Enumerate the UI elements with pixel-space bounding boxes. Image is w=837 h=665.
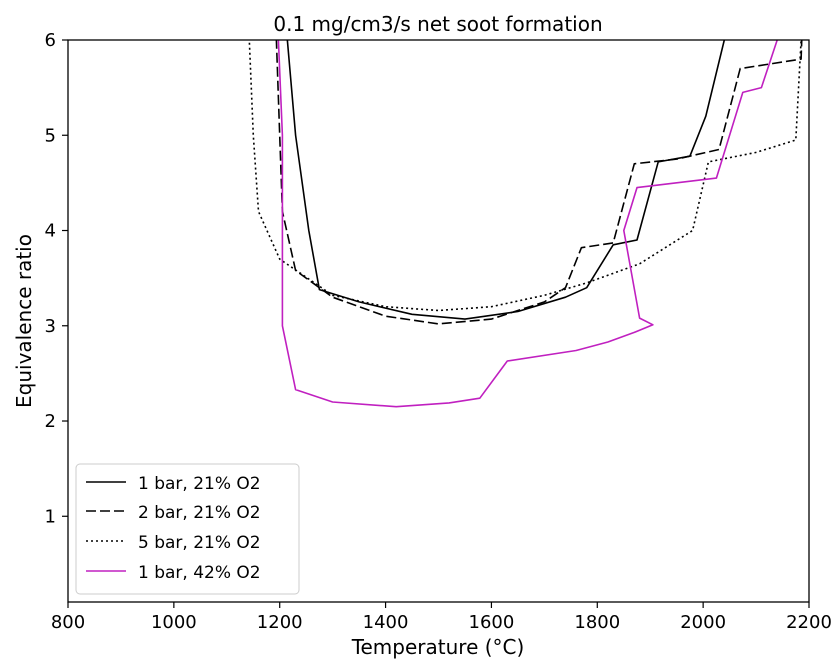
plot-frame bbox=[67, 39, 810, 603]
legend-label-1bar-21: 1 bar, 21% O2 bbox=[138, 474, 261, 494]
series-line-5bar-21 bbox=[248, 40, 802, 312]
chart-title: 0.1 mg/cm3/s net soot formation bbox=[273, 12, 602, 36]
y-tick-label: 5 bbox=[45, 125, 56, 146]
x-tick-label: 1200 bbox=[257, 612, 303, 633]
x-tick-label: 1800 bbox=[574, 612, 620, 633]
x-axis: 800 1000 1200 1400 1600 1800 2000 2200 bbox=[51, 602, 832, 633]
y-tick-label: 6 bbox=[45, 30, 56, 51]
legend-box bbox=[75, 463, 300, 595]
series-line-2bar-21 bbox=[275, 40, 803, 325]
series-line-1bar-42 bbox=[277, 40, 779, 408]
y-tick-label: 3 bbox=[45, 316, 56, 337]
series-line-1bar-21 bbox=[286, 40, 726, 320]
x-tick-label: 1000 bbox=[151, 612, 197, 633]
legend-label-2bar-21: 2 bar, 21% O2 bbox=[138, 503, 261, 523]
y-axis: 1 2 3 4 5 6 bbox=[45, 30, 68, 527]
x-tick-label: 2000 bbox=[680, 612, 726, 633]
y-axis-label: Equivalence ratio bbox=[12, 234, 36, 408]
legend-label-1bar-42: 1 bar, 42% O2 bbox=[138, 563, 261, 583]
x-tick-label: 2200 bbox=[786, 612, 832, 633]
legend: 1 bar, 21% O2 2 bar, 21% O2 5 bar, 21% O… bbox=[75, 463, 300, 595]
x-axis-label: Temperature (°C) bbox=[351, 635, 525, 659]
x-tick-label: 1400 bbox=[363, 612, 409, 633]
y-tick-label: 2 bbox=[45, 411, 56, 432]
x-tick-label: 1600 bbox=[469, 612, 515, 633]
x-tick-label: 800 bbox=[51, 612, 85, 633]
y-tick-label: 1 bbox=[45, 506, 56, 527]
legend-label-5bar-21: 5 bar, 21% O2 bbox=[138, 533, 261, 553]
y-tick-label: 4 bbox=[45, 221, 56, 242]
series-layer bbox=[248, 40, 803, 408]
